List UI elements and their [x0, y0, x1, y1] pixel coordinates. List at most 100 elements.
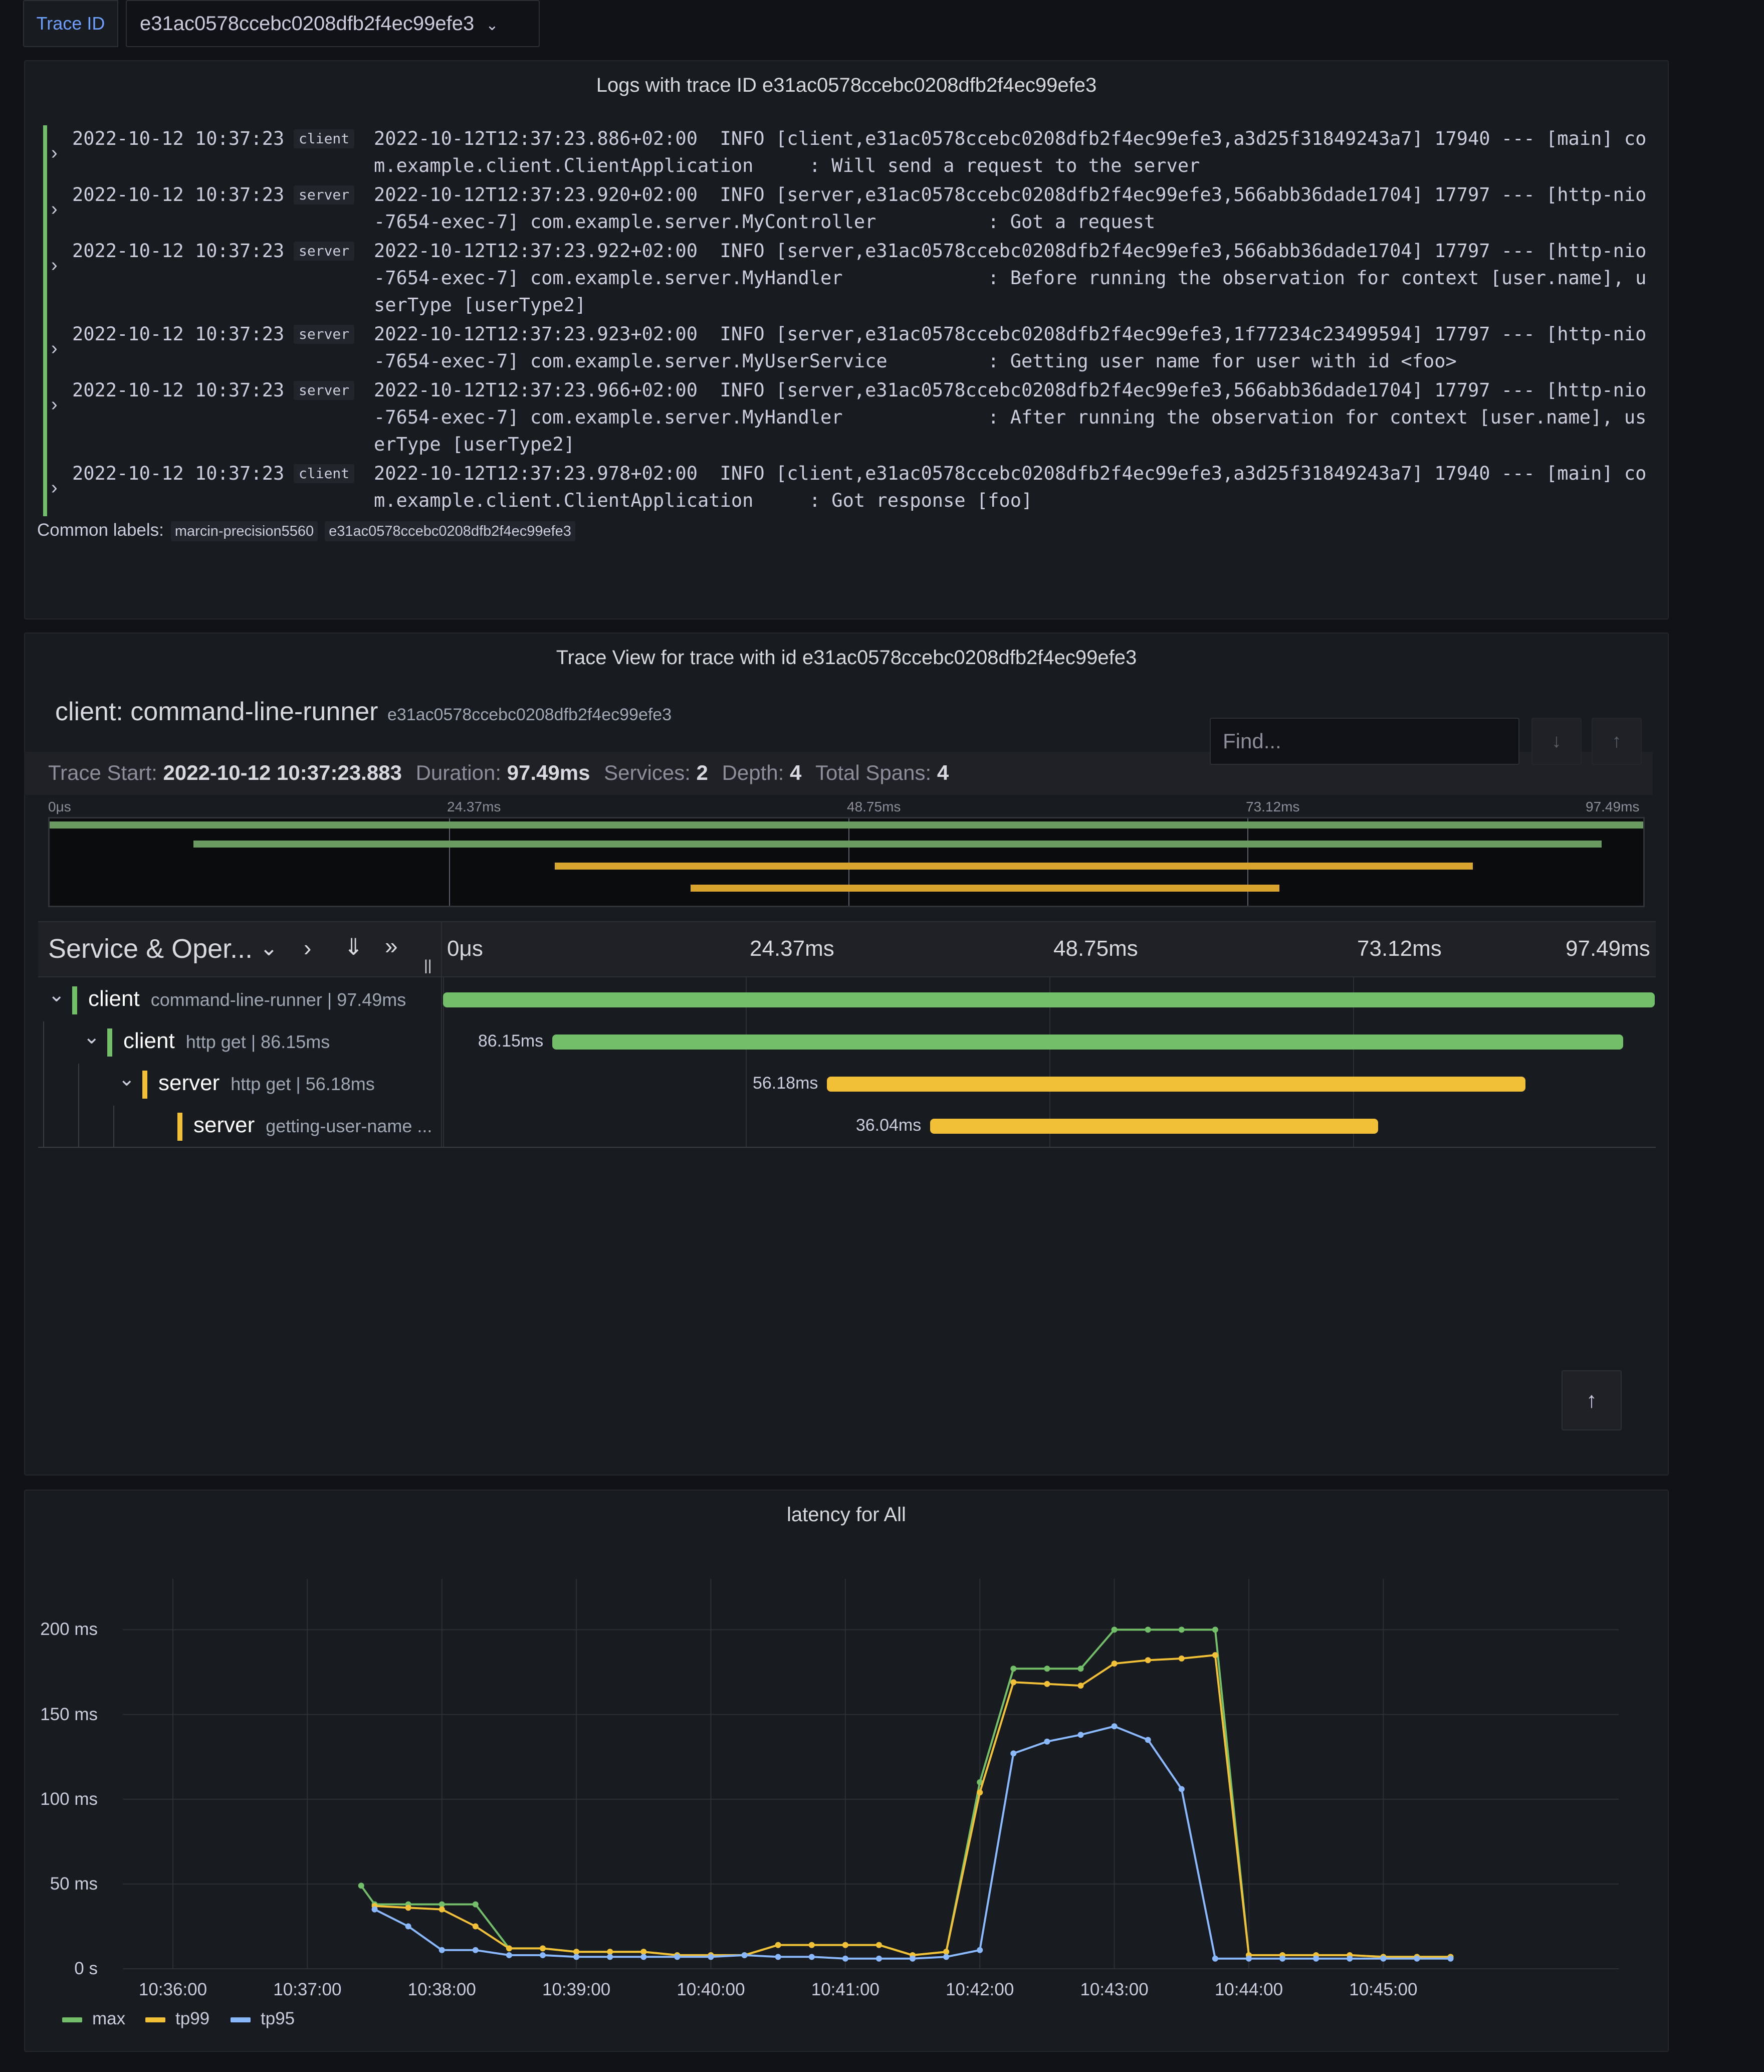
data-point-max [1077, 1666, 1084, 1672]
log-timestamp: 2022-10-12 10:37:23 [72, 463, 285, 484]
span-bar[interactable] [827, 1077, 1525, 1092]
chevron-right-icon[interactable]: › [51, 477, 58, 498]
collapse-one-button[interactable]: ⌄ [260, 935, 278, 961]
data-point-tp95 [371, 1906, 378, 1913]
x-axis-tick-label: 10:40:00 [677, 1980, 745, 1999]
duration-key: Duration: [415, 761, 501, 784]
data-point-max [1145, 1626, 1151, 1633]
data-point-max [472, 1901, 479, 1908]
data-point-tp95 [640, 1954, 647, 1960]
depth-value: 4 [790, 761, 802, 784]
log-level-indicator [43, 125, 47, 181]
service-operation-label: Service & Oper... [48, 934, 253, 964]
log-app-label: server [294, 185, 355, 204]
chevron-down-icon[interactable]: ⌄ [118, 1068, 135, 1090]
span-label[interactable]: client http get | 86.15ms [123, 1028, 330, 1054]
log-timestamp: 2022-10-12 10:37:23 [72, 240, 285, 262]
log-app-label: client [294, 464, 355, 483]
span-bar[interactable] [930, 1119, 1379, 1134]
minimap-gridline [848, 818, 849, 906]
data-point-tp95 [1212, 1955, 1218, 1962]
log-message-line: 2022-10-12T12:37:23.922+02:00 INFO [serv… [374, 240, 1647, 262]
trace-root-name: client: command-line-runner [55, 697, 378, 726]
log-timestamp: 2022-10-12 10:37:23 [72, 128, 285, 149]
data-point-tp95 [1447, 1955, 1454, 1962]
log-row[interactable]: › 2022-10-12 10:37:23 server 2022-10-12T12:… [43, 321, 1647, 377]
span-duration-label: 86.15ms [478, 1031, 544, 1051]
span-operation-name: http get | 86.15ms [185, 1031, 330, 1052]
log-row[interactable]: › 2022-10-12 10:37:23 client 2022-10-12T12:… [43, 460, 1647, 516]
log-message: 2022-10-12T12:37:23.886+02:00 INFO [clie… [374, 125, 1677, 179]
data-point-tp95 [708, 1954, 714, 1960]
span-table-header [38, 921, 1656, 977]
chevron-right-icon[interactable]: › [51, 338, 58, 359]
chevron-right-icon[interactable]: › [51, 198, 58, 220]
chevron-right-icon[interactable]: › [51, 394, 58, 415]
data-point-tp99 [1111, 1661, 1118, 1667]
data-point-max [1178, 1626, 1185, 1633]
service-operation-header: Service & Oper... [48, 933, 253, 964]
find-next-button[interactable]: ↓ [1531, 718, 1582, 765]
trace-id-variable-value: e31ac0578ccebc0208dfb2f4ec99efe3 [140, 13, 475, 35]
y-axis-tick-label: 100 ms [40, 1789, 98, 1809]
log-row[interactable]: › 2022-10-12 10:37:23 server 2022-10-12T12:… [43, 181, 1647, 238]
minimap-tick: 48.75ms [847, 799, 901, 814]
data-point-tp95 [1380, 1955, 1387, 1962]
span-label[interactable]: server http get | 56.18ms [158, 1071, 375, 1096]
tree-guide [78, 1106, 79, 1148]
trace-minimap[interactable] [48, 817, 1645, 907]
span-label[interactable]: server getting-user-name ... [193, 1113, 432, 1138]
log-message-line: 2022-10-12T12:37:23.920+02:00 INFO [serv… [374, 184, 1647, 205]
log-row[interactable]: › 2022-10-12 10:37:23 client 2022-10-12T12:… [43, 125, 1647, 181]
log-row[interactable]: › 2022-10-12 10:37:23 server 2022-10-12T12:… [43, 238, 1647, 321]
span-bar[interactable] [552, 1034, 1623, 1050]
find-input[interactable]: Find... [1210, 718, 1519, 765]
legend-item-max[interactable]: max [62, 2009, 125, 2029]
chevron-down-icon[interactable]: ⌄ [83, 1026, 100, 1048]
minimap-tick: 73.12ms [1246, 799, 1300, 814]
trace-header: client: command-line-runner e31ac0578cce… [55, 697, 672, 727]
log-row[interactable]: › 2022-10-12 10:37:23 server 2022-10-12T12:… [43, 377, 1647, 460]
column-resizer[interactable]: || [424, 957, 432, 974]
data-point-tp99 [573, 1949, 580, 1955]
log-timestamp: 2022-10-12 10:37:23 [72, 379, 285, 401]
legend-item-tp95[interactable]: tp95 [231, 2009, 295, 2029]
series-line-max [360, 1628, 1451, 1958]
chevron-right-icon[interactable]: › [51, 142, 58, 163]
collapse-all-button[interactable]: » [385, 932, 398, 959]
span-duration-label: 36.04ms [855, 1116, 922, 1135]
data-point-max [358, 1883, 364, 1889]
span-bar[interactable] [443, 992, 1655, 1007]
chevron-right-icon[interactable]: › [51, 255, 58, 276]
series-line-tp99 [374, 1654, 1451, 1958]
minimap-gridline [1247, 818, 1248, 906]
log-message-line: erType [userType2] [374, 434, 575, 455]
data-point-tp95 [607, 1954, 613, 1960]
find-prev-button[interactable]: ↑ [1592, 718, 1642, 765]
chevron-down-icon[interactable]: ⌄ [48, 984, 65, 1006]
expand-all-button[interactable]: ⇓ [344, 933, 363, 960]
log-message-line: -7654-exec-7] com.example.server.MyUserS… [374, 350, 1457, 372]
span-label[interactable]: client command-line-runner | 97.49ms [88, 986, 406, 1011]
minimap-tick: 0μs [48, 799, 71, 814]
data-point-tp95 [1145, 1737, 1151, 1743]
data-point-tp99 [640, 1949, 647, 1955]
trace-start-key: Trace Start: [48, 761, 157, 784]
data-point-tp95 [573, 1954, 580, 1960]
trace-id-variable-select[interactable]: e31ac0578ccebc0208dfb2f4ec99efe3 ⌄ [126, 0, 540, 47]
data-point-max [977, 1779, 983, 1785]
timeline-tick: 97.49ms [1566, 936, 1650, 961]
data-point-tp95 [1279, 1955, 1286, 1962]
trace-panel-title: Trace View for trace with id e31ac0578cc… [556, 647, 1137, 669]
data-point-tp95 [1245, 1955, 1252, 1962]
log-app-label: client [294, 129, 355, 148]
legend-swatch [231, 2017, 251, 2022]
scroll-to-top-button[interactable]: ↑ [1562, 1370, 1622, 1430]
x-axis-tick-label: 10:39:00 [542, 1980, 611, 1999]
total-spans-key: Total Spans: [815, 761, 932, 784]
legend-label: max [92, 2009, 126, 2028]
legend-item-tp99[interactable]: tp99 [145, 2009, 209, 2029]
data-point-tp99 [472, 1923, 479, 1930]
minimap-gridline [449, 818, 450, 906]
expand-one-button[interactable]: › [304, 934, 311, 961]
